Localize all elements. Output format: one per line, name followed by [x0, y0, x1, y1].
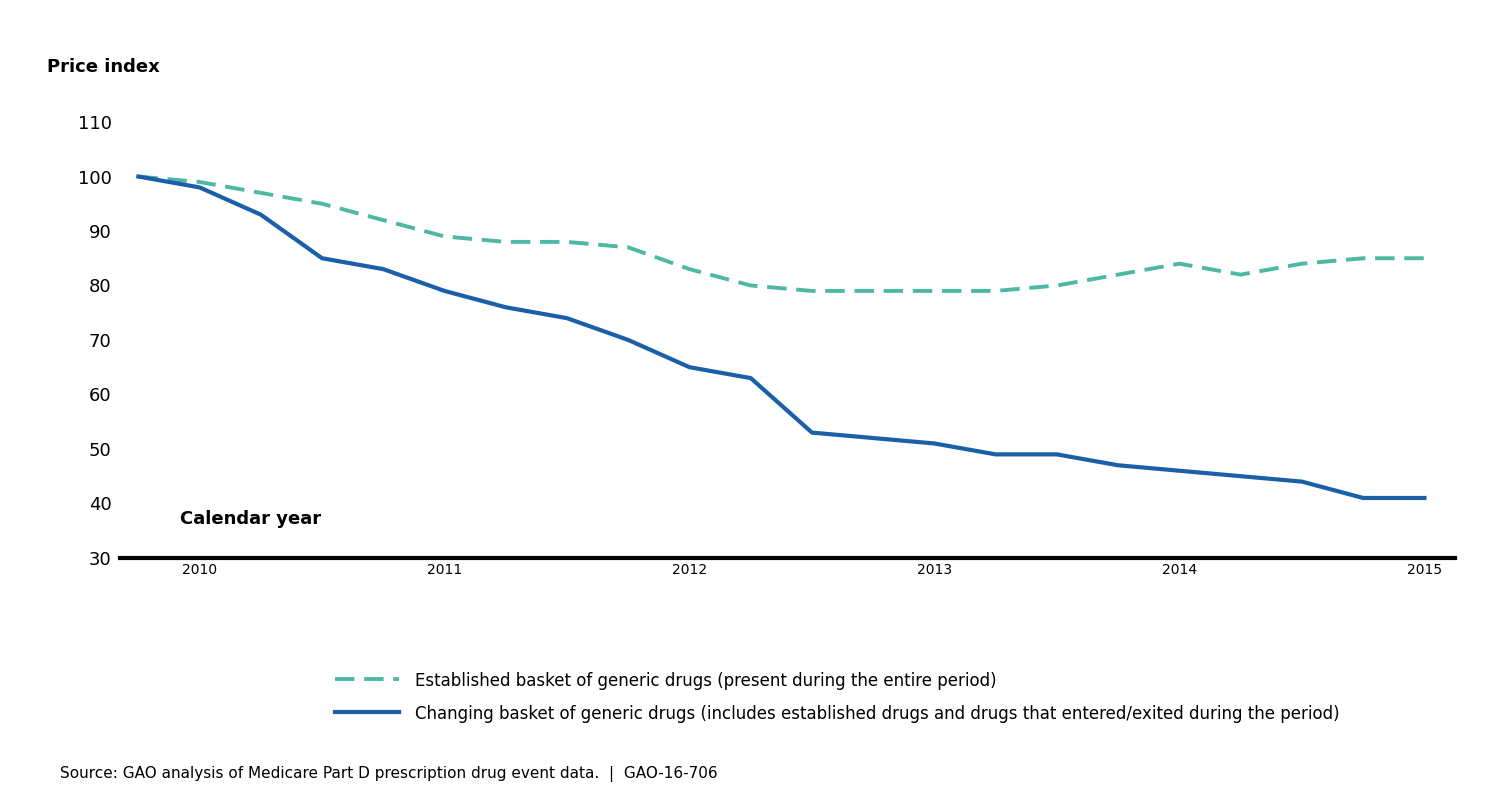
Text: Price index: Price index — [46, 58, 159, 76]
Legend: Established basket of generic drugs (present during the entire period), Changing: Established basket of generic drugs (pre… — [334, 672, 1340, 723]
Text: Source: GAO analysis of Medicare Part D prescription drug event data.  |  GAO-16: Source: GAO analysis of Medicare Part D … — [60, 766, 717, 782]
Text: Calendar year: Calendar year — [180, 510, 321, 528]
